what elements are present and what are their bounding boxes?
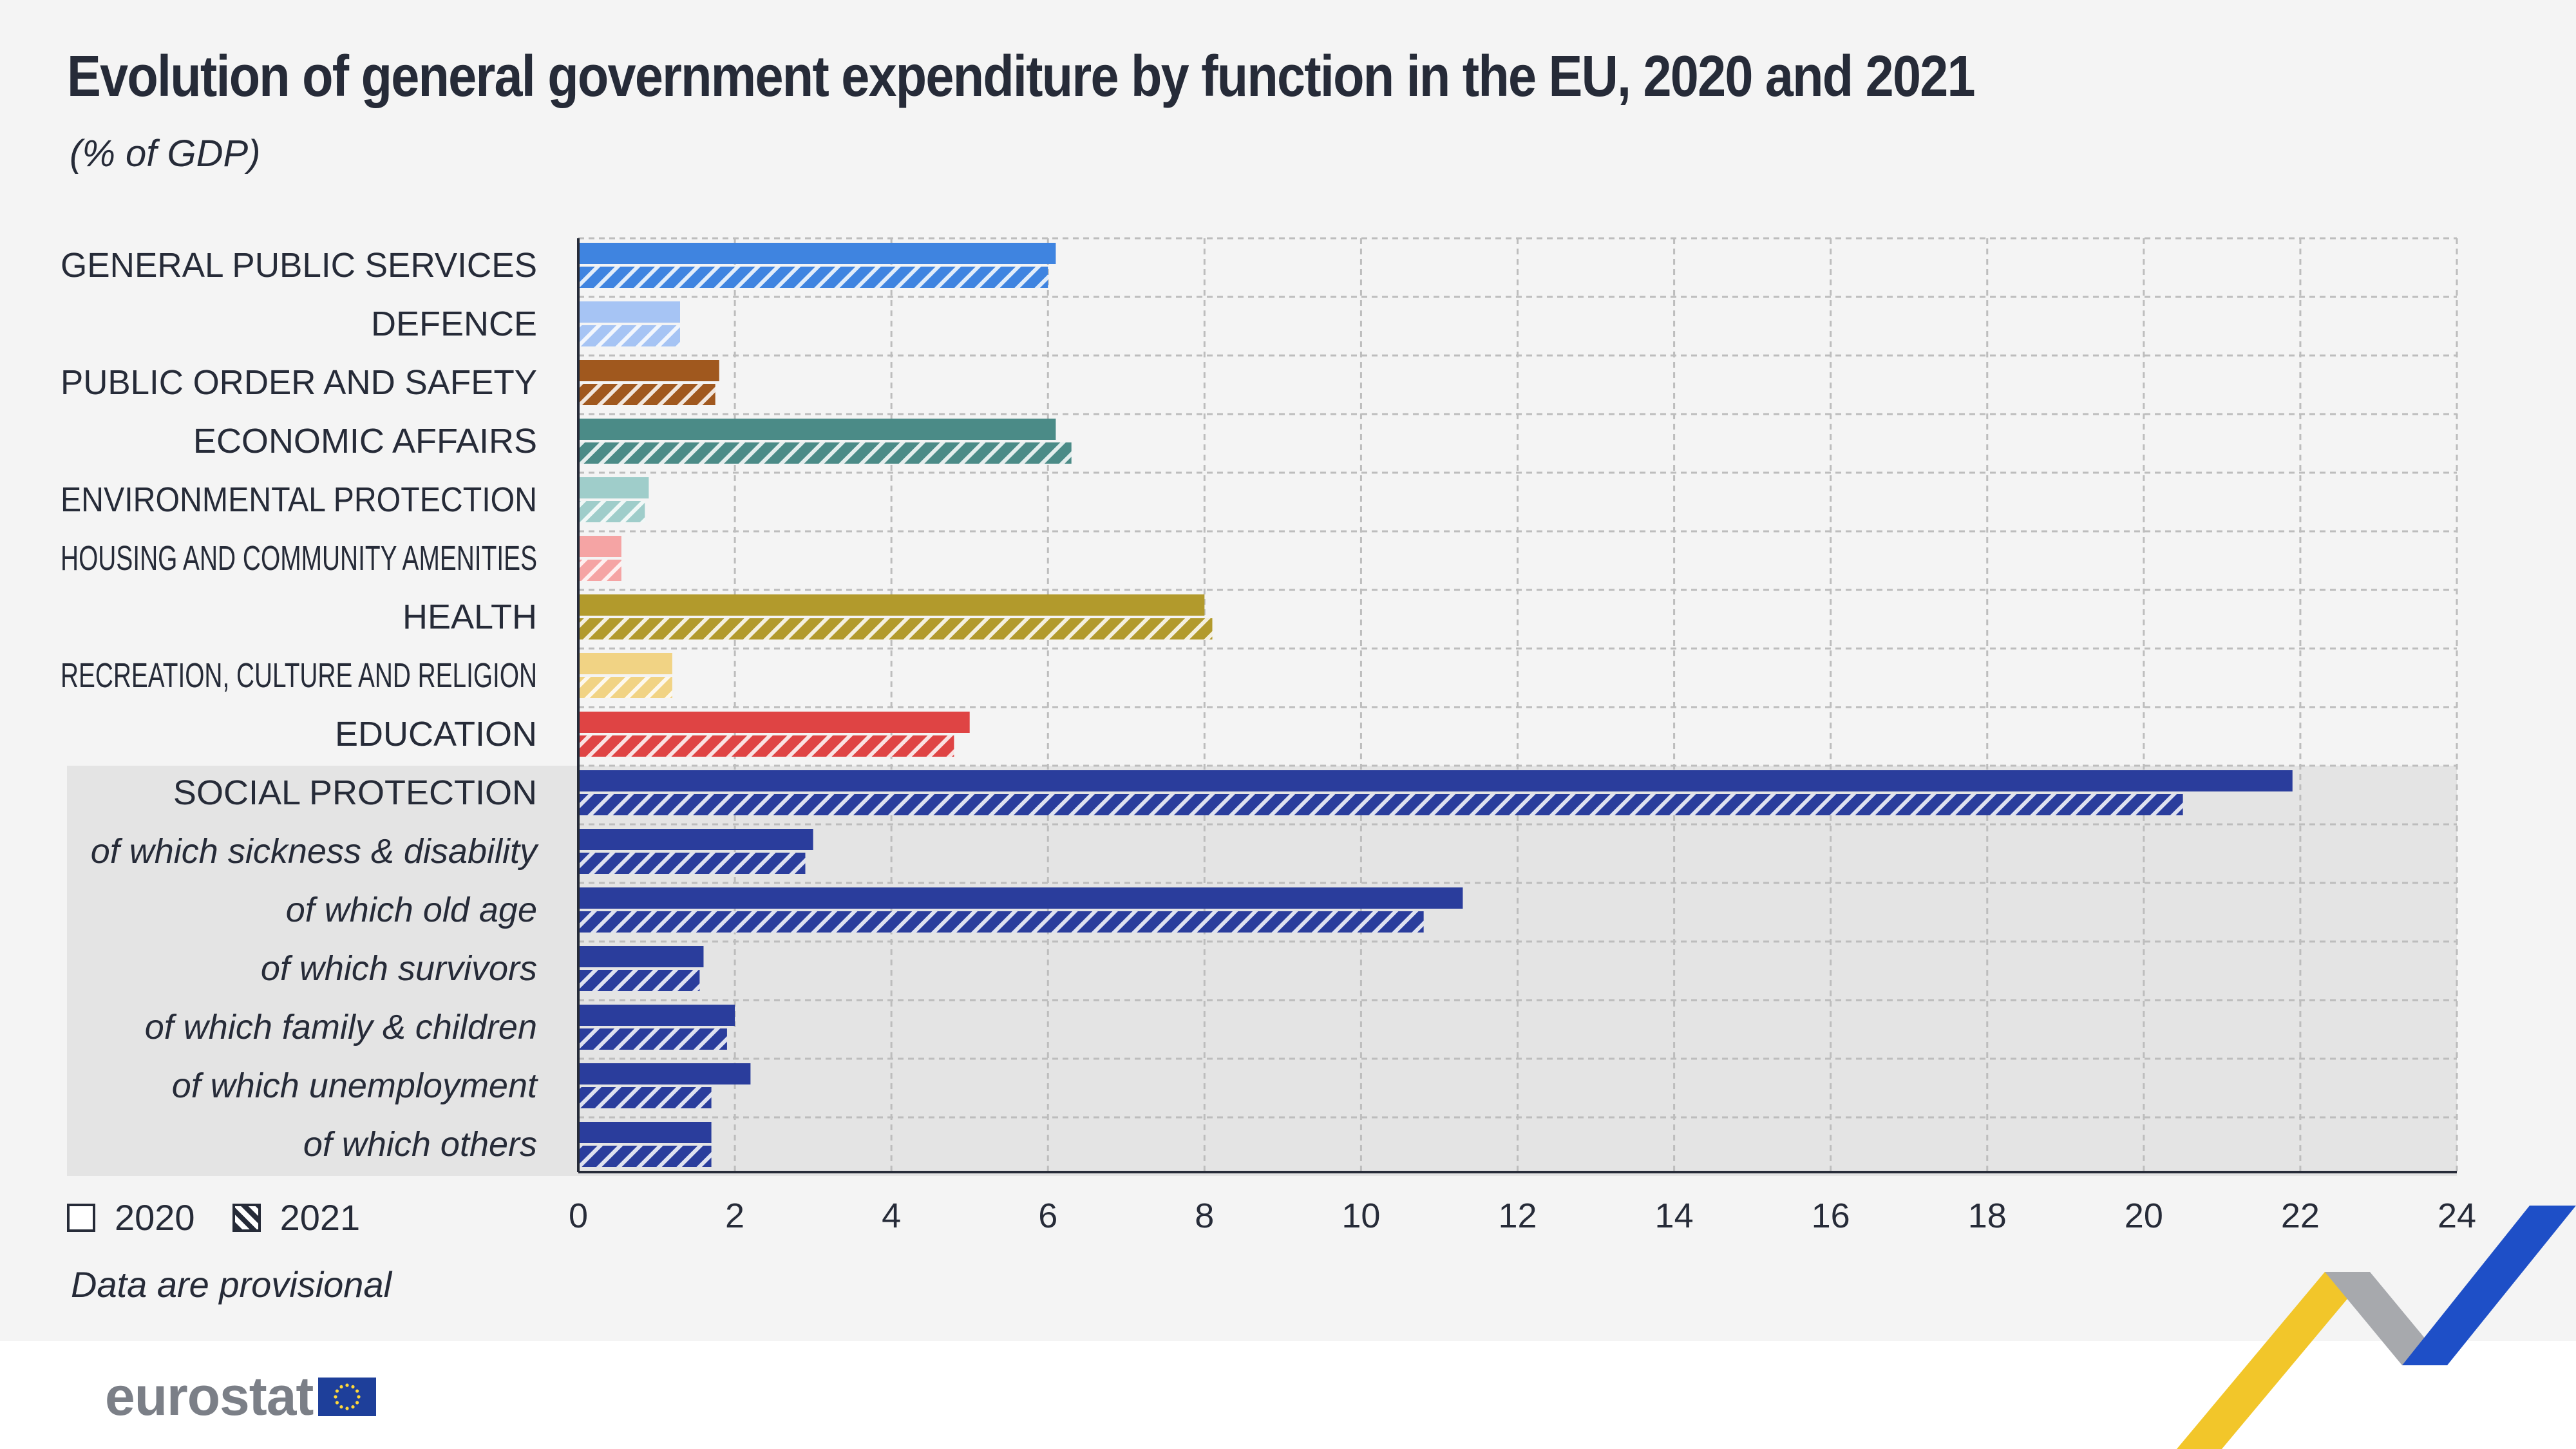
- bar-2021: [578, 1087, 712, 1108]
- category-label: of which others: [303, 1125, 537, 1164]
- bar-2020: [578, 419, 1056, 440]
- bar-2021: [578, 677, 672, 698]
- flag-star: [345, 1406, 350, 1410]
- legend-label-2021: 2021: [279, 1197, 361, 1238]
- highlight-band-social-protection: [67, 766, 2457, 1176]
- category-label: ENVIRONMENTAL PROTECTION: [61, 480, 537, 519]
- flag-star: [339, 1405, 344, 1408]
- category-label: of which unemployment: [172, 1066, 538, 1105]
- flag-star: [339, 1385, 344, 1388]
- flag-star: [351, 1405, 355, 1408]
- bar-2020: [578, 301, 681, 323]
- category-label: HEALTH: [402, 598, 537, 636]
- bar-2020: [578, 829, 813, 850]
- x-tick-label: 6: [1038, 1197, 1057, 1235]
- bar-2021: [578, 794, 2183, 815]
- legend: 2020 2021: [67, 1197, 397, 1238]
- bar-2020: [578, 653, 672, 674]
- brand-ribbon-decoration: [2177, 1206, 2576, 1449]
- bar-2021: [578, 1146, 712, 1167]
- flag-star: [336, 1400, 339, 1405]
- eurostat-logo: eurostat: [105, 1365, 377, 1428]
- x-tick-label: 18: [1968, 1197, 2007, 1235]
- x-tick-label: 2: [725, 1197, 744, 1235]
- category-label: EDUCATION: [335, 715, 537, 753]
- bar-chart: GENERAL PUBLIC SERVICES DEFENCE PUBLIC ORD…: [61, 237, 2476, 1235]
- x-tick-label: 16: [1812, 1197, 1850, 1235]
- flag-star: [345, 1383, 350, 1387]
- footnote: Data are provisional: [71, 1264, 392, 1305]
- bar-2021: [578, 911, 1424, 933]
- bar-2021: [578, 325, 681, 346]
- bar-2021: [578, 267, 1048, 288]
- x-tick-label: 0: [569, 1197, 588, 1235]
- bar-2020: [578, 887, 1463, 909]
- flag-star: [334, 1394, 338, 1399]
- legend-item-2020: 2020: [67, 1197, 195, 1238]
- legend-label-2020: 2020: [115, 1197, 195, 1238]
- category-label: ECONOMIC AFFAIRS: [193, 422, 537, 460]
- flag-star: [357, 1394, 361, 1399]
- x-tick-label: 20: [2125, 1197, 2163, 1235]
- category-label: DEFENCE: [371, 305, 537, 343]
- category-label: RECREATION, CULTURE AND RELIGION: [61, 656, 537, 695]
- bar-2020: [578, 243, 1056, 264]
- bar-2020: [578, 712, 970, 733]
- bar-2021: [578, 384, 715, 405]
- chart-title: Evolution of general government expendit…: [67, 44, 1976, 109]
- bar-2020: [578, 477, 649, 498]
- bar-2020: [578, 1005, 735, 1026]
- bar-2020: [578, 594, 1205, 616]
- chart-subtitle: (% of GDP): [70, 133, 261, 175]
- bar-2021: [578, 501, 645, 522]
- flag-star: [355, 1400, 359, 1405]
- bar-2020: [578, 770, 2293, 791]
- category-label: of which sickness & disability: [91, 832, 539, 871]
- legend-swatch-hatched: [232, 1203, 261, 1232]
- category-label: PUBLIC ORDER AND SAFETY: [61, 363, 537, 402]
- category-label: of which survivors: [261, 949, 537, 988]
- eu-flag-icon: [318, 1377, 377, 1416]
- x-tick-label: 4: [882, 1197, 901, 1235]
- bar-2020: [578, 946, 704, 967]
- bar-2021: [578, 735, 954, 757]
- bar-2020: [578, 360, 719, 381]
- category-label: GENERAL PUBLIC SERVICES: [61, 246, 537, 285]
- category-label: of which family & children: [145, 1008, 537, 1046]
- bar-2020: [578, 536, 621, 557]
- bar-2021: [578, 853, 806, 874]
- bar-2021: [578, 1028, 727, 1050]
- flag-star: [355, 1388, 359, 1393]
- legend-swatch-solid: [67, 1203, 95, 1232]
- x-tick-label: 24: [2438, 1197, 2476, 1235]
- flag-star: [351, 1385, 355, 1388]
- bar-2020: [578, 1063, 751, 1084]
- bar-2021: [578, 970, 700, 991]
- x-tick-label: 8: [1195, 1197, 1214, 1235]
- x-tick-label: 14: [1655, 1197, 1694, 1235]
- x-tick-label: 22: [2281, 1197, 2320, 1235]
- flag-star: [336, 1388, 339, 1393]
- bar-2021: [578, 618, 1213, 639]
- logo-wordmark: eurostat: [105, 1366, 314, 1426]
- category-label: HOUSING AND COMMUNITY AMENITIES: [61, 539, 537, 578]
- x-tick-label: 12: [1498, 1197, 1537, 1235]
- bar-2021: [578, 442, 1072, 464]
- x-tick-label: 10: [1341, 1197, 1380, 1235]
- bar-2021: [578, 560, 621, 581]
- category-label: SOCIAL PROTECTION: [173, 773, 537, 812]
- legend-item-2021: 2021: [232, 1197, 361, 1238]
- category-label: of which old age: [286, 891, 537, 929]
- bar-2020: [578, 1122, 712, 1143]
